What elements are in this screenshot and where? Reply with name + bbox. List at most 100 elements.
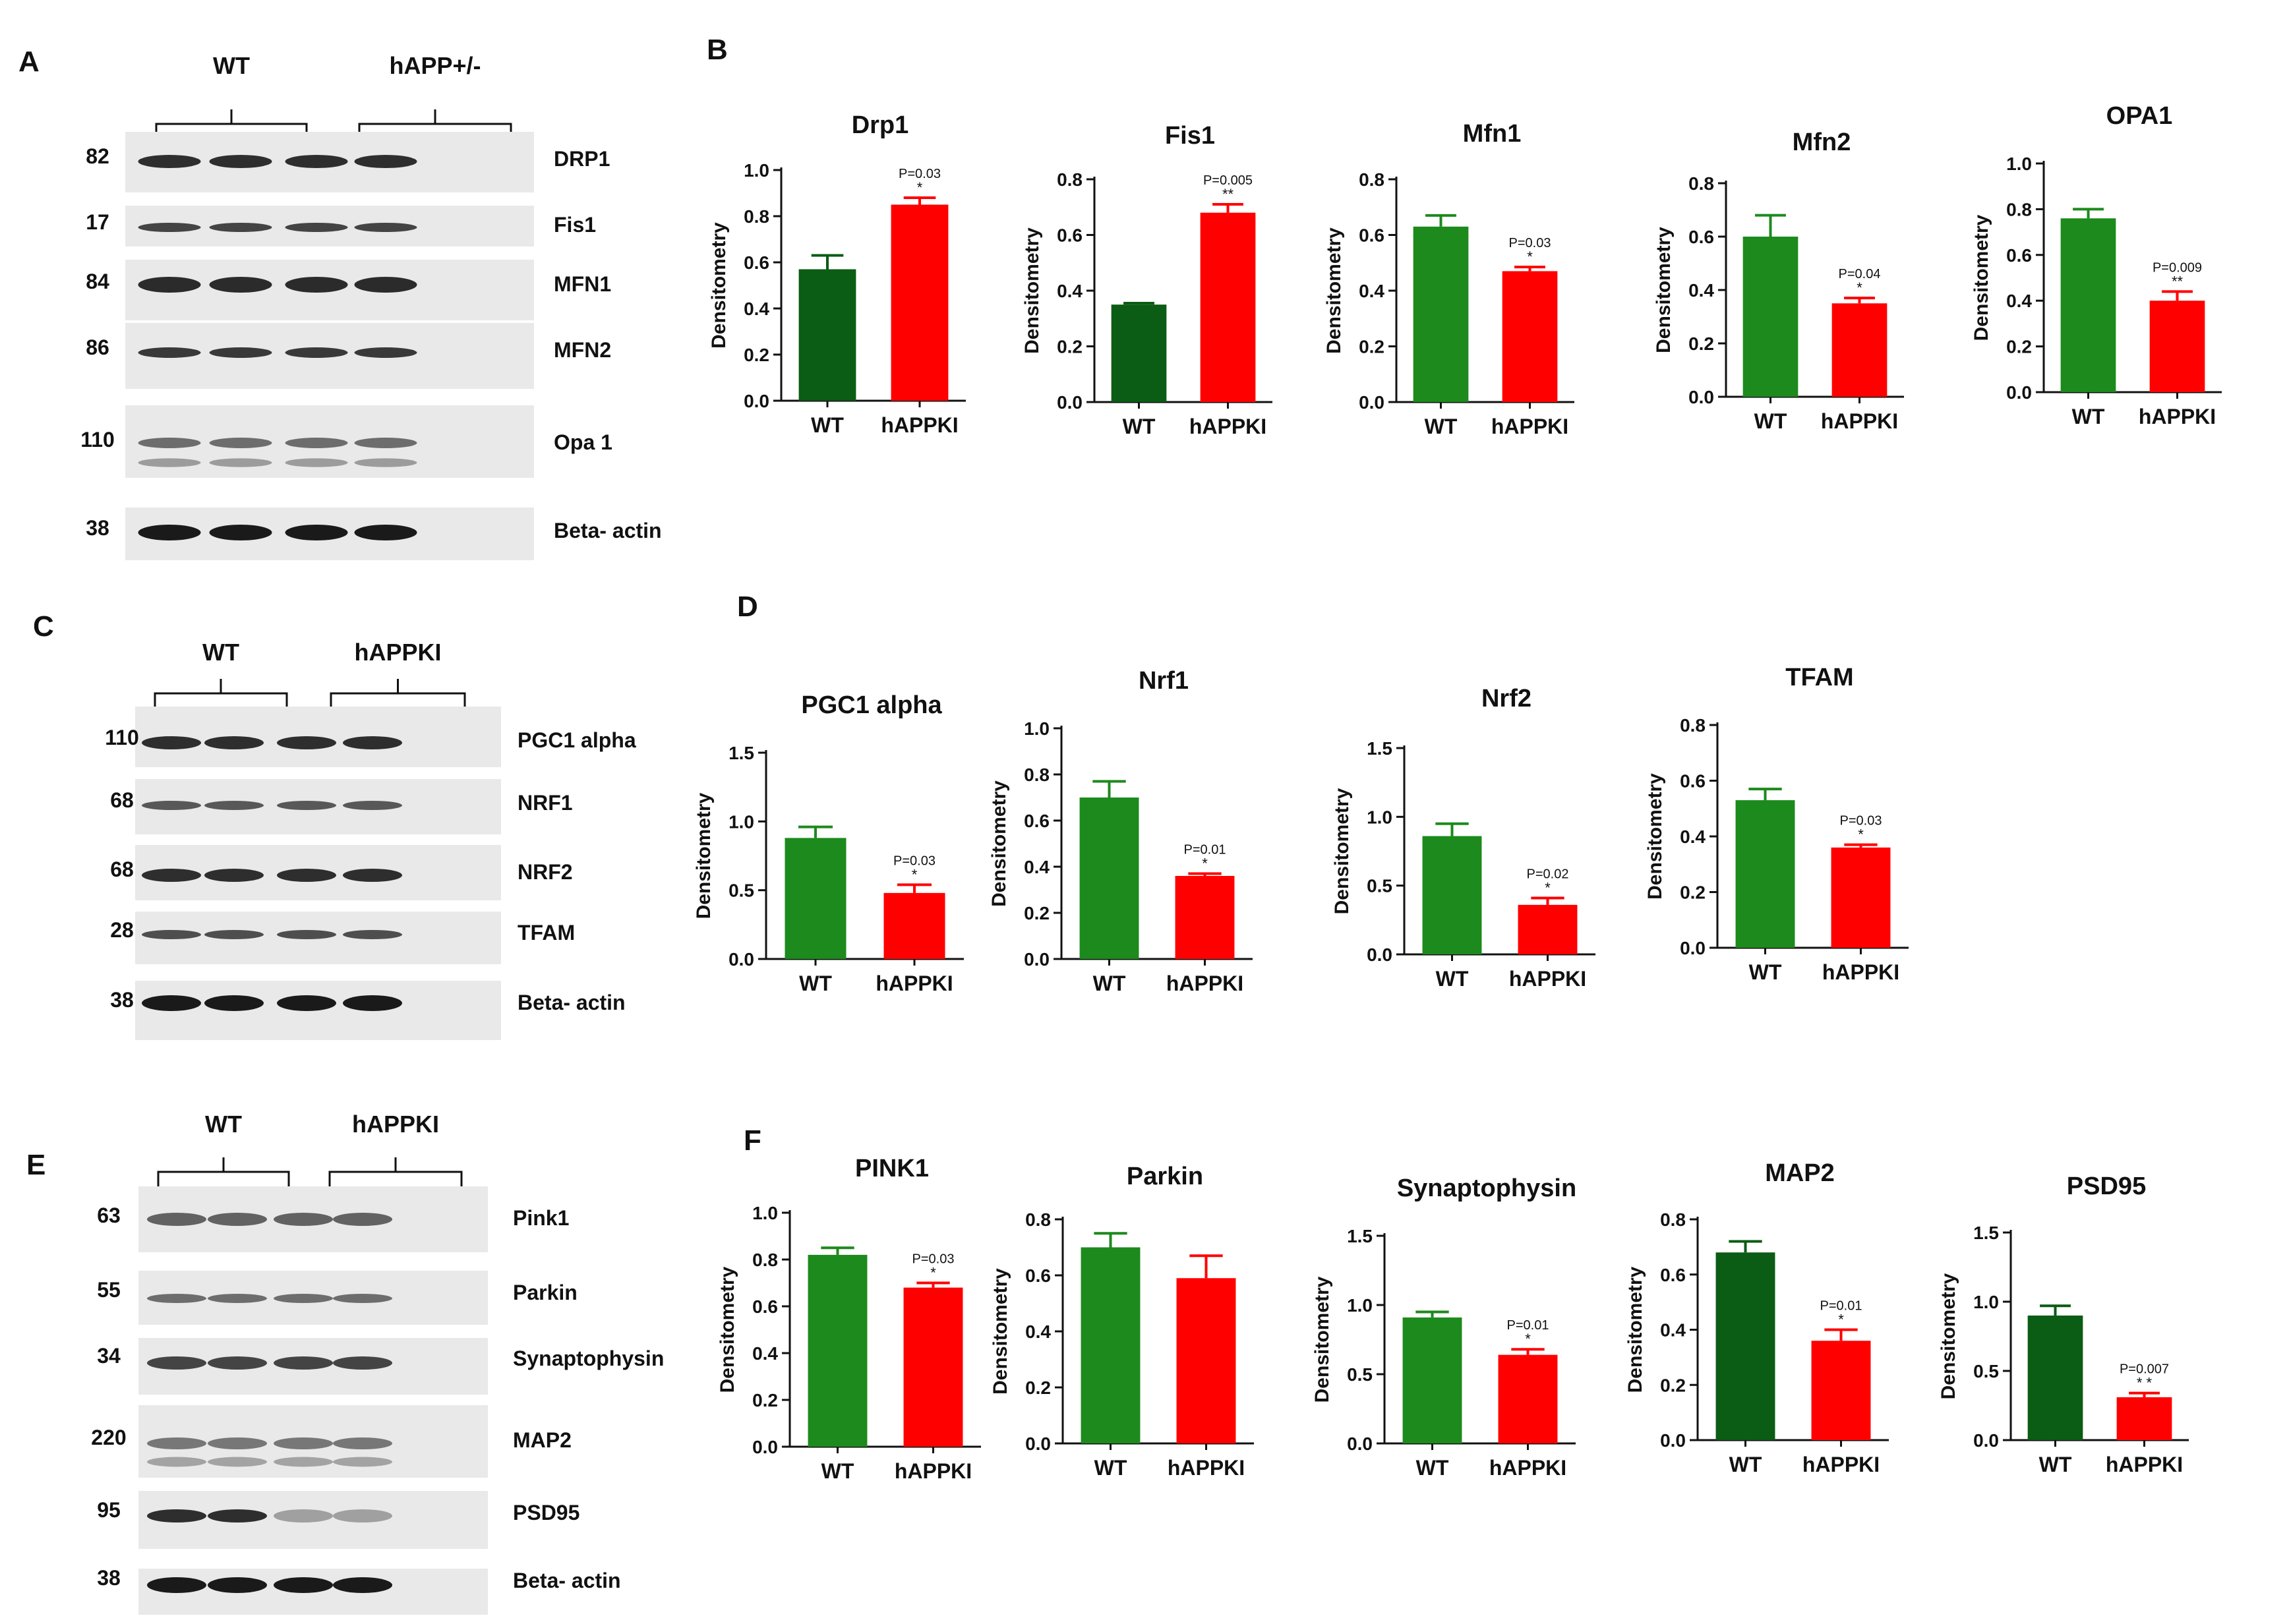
- significance-stars: *: [917, 179, 923, 196]
- x-tick-label: WT: [1749, 960, 1782, 984]
- band-label: Beta- actin: [518, 991, 626, 1014]
- band-label: Pink1: [513, 1206, 569, 1230]
- blot-row: 220 MAP2: [91, 1405, 572, 1478]
- chart-pink1: PINK1 Densitometry 0.0 0.2 0.4 0.6 0.8 1.0 WT hAP…: [717, 1155, 981, 1483]
- protein-band: [208, 1509, 267, 1522]
- chart-title: PGC1 alpha: [801, 691, 942, 719]
- protein-band: [274, 1457, 333, 1467]
- significance-stars: * *: [2137, 1375, 2153, 1391]
- protein-band: [343, 801, 402, 810]
- chart-psd95: PSD95 Densitometry 0.0 0.5 1.0 1.5 WT hAPPKI P=0…: [1938, 1173, 2189, 1476]
- protein-band: [208, 1577, 267, 1593]
- significance-stars: *: [1858, 826, 1864, 843]
- y-tick-label: 0.5: [1347, 1364, 1373, 1385]
- chart-tfam: TFAM Densitometry 0.0 0.2 0.4 0.6 0.8 WT hAPPKI P…: [1644, 664, 1909, 984]
- band-label: Parkin: [513, 1281, 578, 1304]
- group-bracket: [155, 109, 308, 138]
- significance-stars: *: [1525, 1331, 1531, 1347]
- molecular-weight: 38: [97, 1566, 121, 1590]
- protein-band: [204, 736, 264, 749]
- protein-band: [138, 458, 201, 467]
- y-axis-label: Densitometry: [708, 222, 730, 349]
- band-label: PSD95: [513, 1501, 580, 1524]
- protein-band: [208, 1213, 267, 1226]
- y-tick-label: 0.8: [744, 206, 769, 227]
- x-tick-label: hAPPKI: [2139, 405, 2216, 428]
- protein-band: [285, 277, 348, 293]
- bar: [1111, 304, 1167, 402]
- bar: [1502, 271, 1558, 402]
- y-tick-label: 0.6: [1680, 771, 1706, 792]
- protein-band: [204, 801, 264, 810]
- chart-title: Parkin: [1127, 1163, 1203, 1190]
- x-tick-label: WT: [1093, 972, 1126, 995]
- x-tick-label: WT: [1094, 1456, 1127, 1480]
- y-tick-label: 0.0: [1025, 1434, 1051, 1454]
- x-tick-label: WT: [1416, 1456, 1449, 1480]
- x-tick-label: WT: [799, 972, 832, 995]
- protein-band: [343, 995, 402, 1011]
- blot-panel-c: C WT hAPPKI 110 PGC1 alpha 68 NRF1 68 NRF2 28 TFAM…: [33, 610, 636, 1040]
- protein-band: [354, 223, 417, 232]
- protein-band: [209, 525, 272, 540]
- bar: [891, 204, 949, 401]
- bar: [1422, 836, 1482, 954]
- y-tick-label: 1.0: [1973, 1292, 1999, 1312]
- protein-band: [147, 1213, 206, 1226]
- y-tick-label: 1.0: [1347, 1295, 1373, 1316]
- x-tick-label: hAPPKI: [895, 1459, 972, 1483]
- y-tick-label: 0.4: [1057, 281, 1083, 301]
- chart-opa1: OPA1 Densitometry 0.0 0.2 0.4 0.6 0.8 1.0 WT hAPP…: [1971, 102, 2222, 428]
- y-tick-label: 0.0: [1973, 1430, 1999, 1451]
- blot-row: 68 NRF1: [110, 779, 573, 834]
- protein-band: [147, 1457, 206, 1467]
- y-axis-label: Densitometry: [1624, 1266, 1646, 1393]
- molecular-weight: 28: [110, 918, 134, 942]
- y-tick-label: 0.2: [1025, 1378, 1051, 1398]
- y-tick-label: 0.4: [1680, 826, 1706, 847]
- group-label-1: hAPP+/-: [389, 52, 481, 79]
- protein-band: [333, 1437, 392, 1449]
- group-label-1: hAPPKI: [354, 639, 441, 666]
- blot-row: 38 Beta- actin: [86, 508, 662, 560]
- bar: [1498, 1354, 1558, 1443]
- chart-mfn1: Mfn1 Densitometry 0.0 0.2 0.4 0.6 0.8 WT hAPPKI P…: [1323, 120, 1574, 438]
- y-tick-label: 0.0: [1660, 1430, 1686, 1451]
- y-axis-label: Densitometry: [717, 1266, 738, 1393]
- y-tick-label: 0.6: [1057, 225, 1083, 246]
- blot-panel-e: E WT hAPPKI 63 Pink1 55 Parkin 34 Synaptophysin 2…: [26, 1111, 664, 1615]
- molecular-weight: 38: [110, 988, 134, 1012]
- y-tick-label: 0.0: [1680, 938, 1706, 958]
- blot-row: 86 MFN2: [86, 323, 611, 389]
- y-axis-label: Densitometry: [1323, 227, 1345, 354]
- y-tick-label: 1.0: [728, 811, 754, 832]
- y-tick-label: 0.5: [1367, 876, 1392, 896]
- molecular-weight: 38: [86, 516, 109, 540]
- blot-row: 28 TFAM: [110, 912, 575, 964]
- x-tick-label: hAPPKI: [2106, 1453, 2183, 1476]
- y-tick-label: 0.5: [728, 881, 754, 901]
- significance-stars: **: [2172, 273, 2184, 289]
- chart-synaptophysin: Synaptophysin Densitometry 0.0 0.5 1.0 1.5 WT h…: [1311, 1174, 1576, 1480]
- p-value-label: P=0.01: [1820, 1299, 1862, 1314]
- protein-band: [138, 347, 201, 358]
- group-bracket: [328, 1157, 463, 1186]
- protein-band: [285, 223, 348, 232]
- protein-band: [277, 995, 336, 1011]
- panel-label-e: E: [26, 1149, 45, 1181]
- bar: [1831, 847, 1891, 948]
- y-tick-label: 0.6: [1024, 811, 1050, 831]
- y-tick-label: 1.0: [2006, 154, 2032, 174]
- y-tick-label: 0.6: [744, 252, 769, 273]
- blot-row: 63 Pink1: [97, 1186, 569, 1252]
- y-axis-label: Densitometry: [1311, 1276, 1333, 1403]
- bar: [1081, 1247, 1141, 1443]
- p-value-label: P=0.03: [1840, 814, 1882, 828]
- protein-band: [138, 277, 201, 293]
- protein-band: [209, 458, 272, 467]
- y-axis-label: Densitometry: [693, 792, 715, 919]
- p-value-label: P=0.03: [899, 167, 941, 181]
- group-label-1: hAPPKI: [352, 1111, 439, 1138]
- protein-band: [147, 1356, 206, 1370]
- protein-band: [285, 525, 348, 540]
